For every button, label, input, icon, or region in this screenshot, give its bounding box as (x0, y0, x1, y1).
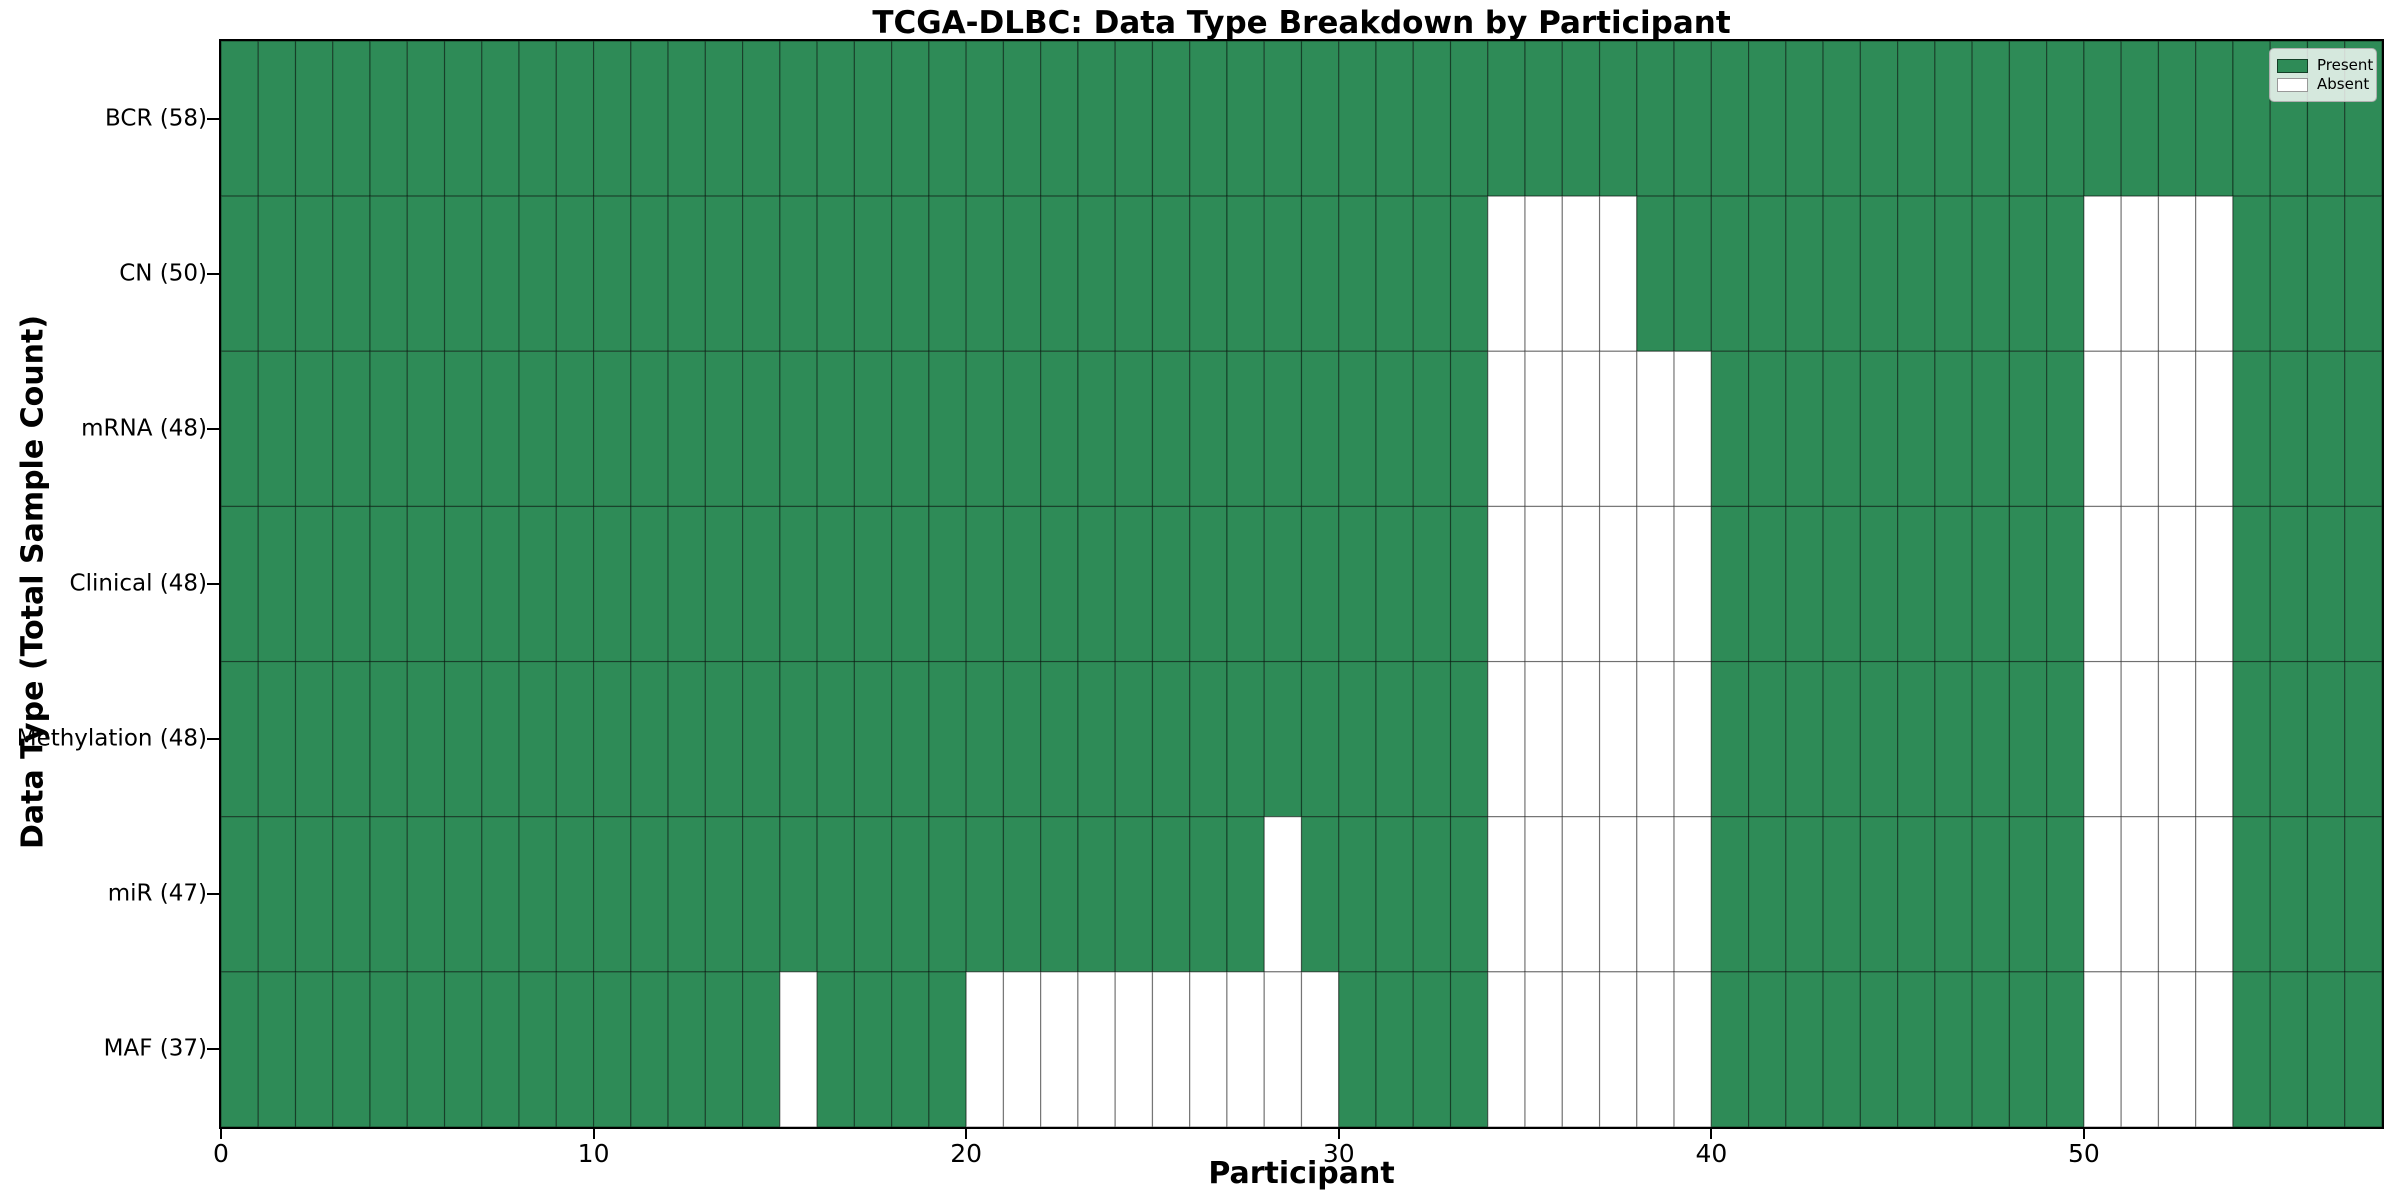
y-tick-label: Methylation (48) (16, 725, 207, 752)
plot-area: Present Absent (219, 39, 2384, 1129)
x-tick-label: 20 (950, 1139, 983, 1168)
heatmap-cells (221, 41, 2382, 1127)
x-tick-mark (592, 1127, 595, 1139)
x-tick-mark (965, 1127, 968, 1139)
y-tick-label: MAF (37) (103, 1035, 207, 1062)
x-tick-mark (1337, 1127, 1340, 1139)
x-tick-mark (2082, 1127, 2085, 1139)
y-tick-mark (207, 427, 219, 430)
y-tick-mark (207, 583, 219, 585)
legend: Present Absent (2269, 48, 2377, 102)
y-tick-label: BCR (58) (105, 105, 207, 132)
present-swatch (2277, 58, 2308, 73)
x-tick-label: 40 (1695, 1139, 1728, 1168)
y-tick-mark (207, 117, 219, 120)
y-tick-label: mRNA (48) (81, 415, 207, 442)
legend-item-absent: Absent (2277, 76, 2369, 93)
y-tick-label: miR (47) (107, 880, 207, 907)
y-tick-label: CN (50) (119, 260, 207, 287)
legend-label-absent: Absent (2317, 75, 2370, 93)
x-axis-label: Participant (1208, 1156, 1395, 1191)
x-tick-mark (1710, 1127, 1713, 1139)
y-tick-mark (207, 272, 219, 275)
x-tick-label: 30 (1322, 1139, 1355, 1168)
x-tick-label: 50 (2068, 1139, 2100, 1168)
chart-title: TCGA-DLBC: Data Type Breakdown by Partic… (872, 5, 1731, 41)
y-tick-mark (207, 893, 219, 896)
x-tick-mark (220, 1127, 222, 1139)
y-tick-label: Clinical (48) (69, 570, 207, 597)
legend-label-present: Present (2317, 56, 2374, 74)
absent-swatch (2277, 77, 2308, 92)
legend-item-present: Present (2277, 57, 2373, 74)
y-tick-mark (207, 738, 219, 741)
x-tick-label: 0 (213, 1139, 229, 1168)
y-tick-mark (207, 1048, 219, 1051)
x-tick-label: 10 (577, 1139, 610, 1168)
